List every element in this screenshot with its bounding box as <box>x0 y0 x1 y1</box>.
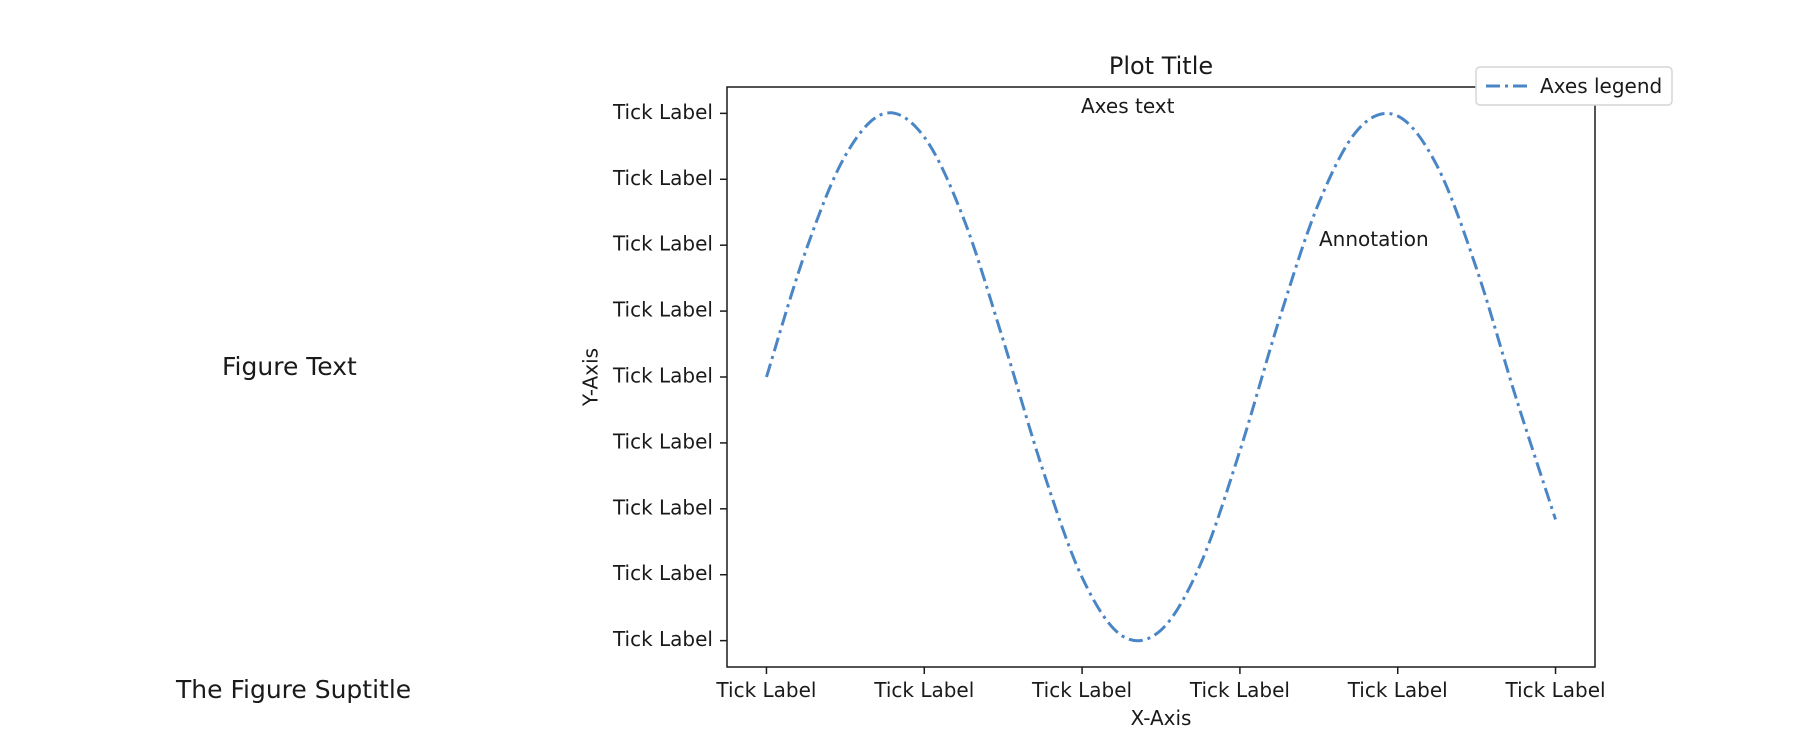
y-tick-label: Tick Label <box>612 232 713 256</box>
figure-text: Figure Text <box>222 352 357 381</box>
x-axis-label: X-Axis <box>1131 706 1192 730</box>
legend: Axes legend <box>1475 66 1673 106</box>
axes-text: Axes text <box>1081 94 1175 118</box>
x-tick-label: Tick Label <box>1189 678 1290 702</box>
x-tick-label: Tick Label <box>1505 678 1606 702</box>
x-tick-label: Tick Label <box>715 678 816 702</box>
series-group <box>765 111 1557 643</box>
x-axis-ticks: Tick Label Tick Label Tick Label Tick Label… <box>715 667 1606 702</box>
x-tick-label: Tick Label <box>1031 678 1132 702</box>
x-tick-label: Tick Label <box>873 678 974 702</box>
legend-box <box>1475 66 1673 106</box>
y-tick-label: Tick Label <box>612 495 713 519</box>
y-tick-label: Tick Label <box>612 627 713 651</box>
y-tick-label: Tick Label <box>612 166 713 190</box>
series-line <box>765 111 1557 643</box>
x-tick-label: Tick Label <box>1347 678 1448 702</box>
y-tick-label: Tick Label <box>612 100 713 124</box>
y-axis-ticks: Tick Label Tick Label Tick Label Tick Label… <box>612 100 727 651</box>
y-axis-label: Y-Axis <box>579 348 603 407</box>
legend-label: Axes legend <box>1540 74 1662 98</box>
y-tick-label: Tick Label <box>612 429 713 453</box>
annotation: Annotation <box>1319 227 1429 251</box>
figure-suptitle: The Figure Suptitle <box>176 675 412 704</box>
y-tick-label: Tick Label <box>612 364 713 388</box>
plot-title: Plot Title <box>1109 52 1213 80</box>
y-tick-label: Tick Label <box>612 561 713 585</box>
axes-border <box>726 86 1596 668</box>
axes-frame <box>726 86 1596 668</box>
y-tick-label: Tick Label <box>612 298 713 322</box>
